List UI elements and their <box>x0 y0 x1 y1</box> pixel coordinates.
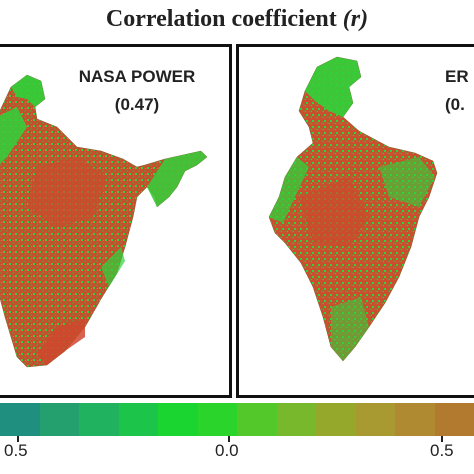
correlation-value: (0. <box>445 95 465 114</box>
colorbar-swatch <box>79 403 119 436</box>
colorbar-tick-left <box>17 436 19 442</box>
india-map-er <box>268 56 438 362</box>
green-region-west <box>269 157 309 223</box>
dataset-name: NASA POWER <box>78 67 196 86</box>
green-region-east <box>379 157 435 207</box>
red-region-south <box>37 319 85 365</box>
red-region-central <box>299 177 369 247</box>
green-region-south <box>331 297 369 361</box>
colorbar-tick-label-center: 0.0 <box>215 441 239 460</box>
colorbar <box>0 403 474 436</box>
panel-label-nasa-power: NASA POWER (0.47) <box>61 63 213 119</box>
green-region-east-coast <box>101 247 125 287</box>
green-region-kashmir <box>305 57 361 117</box>
correlation-value: (0.47) <box>114 95 160 114</box>
colorbar-swatch <box>355 403 395 436</box>
colorbar-swatch <box>237 403 277 436</box>
colorbar-tick-right <box>441 436 443 442</box>
green-region-north <box>0 107 27 164</box>
red-region-central <box>27 157 107 227</box>
colorbar-swatch <box>39 403 79 436</box>
dataset-name: ER <box>445 67 469 86</box>
colorbar-tick-label-right: 0.5 <box>430 441 454 460</box>
green-region-kashmir <box>11 75 45 107</box>
colorbar-tick-label-left: 0.5 <box>4 441 28 460</box>
india-map-nasa-power <box>0 74 208 368</box>
colorbar-swatch <box>316 403 356 436</box>
colorbar-swatch <box>158 403 198 436</box>
colorbar-swatch <box>0 403 40 436</box>
panel-label-er: ER (0. <box>445 63 474 119</box>
figure-title: Correlation coefficient (r) <box>0 4 474 34</box>
colorbar-tick-center <box>228 436 230 442</box>
green-region-northeast <box>147 151 207 207</box>
title-text: Correlation coefficient <box>105 6 337 32</box>
colorbar-swatch <box>395 403 435 436</box>
colorbar-swatch <box>118 403 158 436</box>
colorbar-swatch <box>434 403 474 436</box>
map-panel-nasa-power: NASA POWER (0.47) <box>0 44 232 398</box>
colorbar-swatch <box>197 403 237 436</box>
colorbar-swatch <box>276 403 316 436</box>
title-symbol: (r) <box>342 6 369 32</box>
map-panel-er: ER (0. <box>236 44 474 398</box>
